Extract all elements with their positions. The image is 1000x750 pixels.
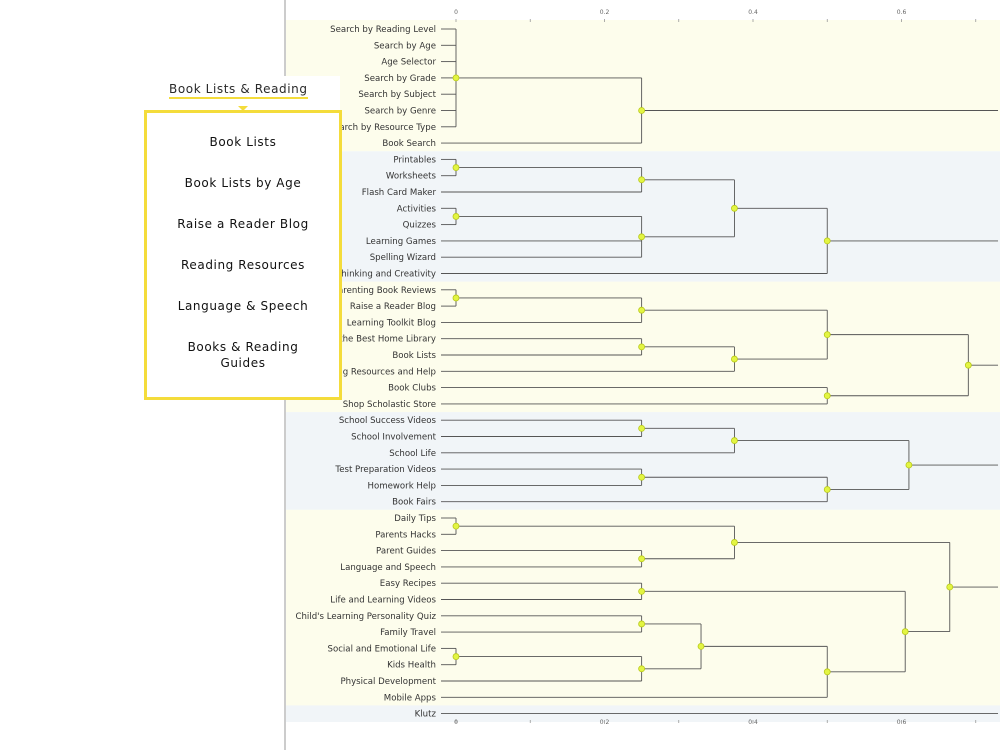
merge-node[interactable] <box>452 522 460 530</box>
leaf-label: Shop Scholastic Store <box>343 400 436 410</box>
x-tick-label-bottom: 0.2 <box>600 719 610 726</box>
leaf-label: Book Lists <box>392 351 436 361</box>
merge-node[interactable] <box>638 587 646 595</box>
x-tick-label-top: 0 <box>454 9 458 16</box>
leaf-label: School Involvement <box>351 433 436 443</box>
merge-node[interactable] <box>638 343 646 351</box>
leaf-label: School Life <box>389 449 436 459</box>
leaf-label: School Success Videos <box>339 416 437 426</box>
leaf-label: Parents Hacks <box>375 530 436 540</box>
leaf-labels: Search by Reading Level Search by Age Age … <box>295 25 436 720</box>
menu-item-book-lists[interactable]: Book Lists <box>209 135 277 149</box>
leaf-label: Book Fairs <box>392 498 436 508</box>
leaf-label: Activities <box>397 204 437 214</box>
merge-node[interactable] <box>823 668 831 676</box>
leaf-label: Klutz <box>415 710 437 720</box>
dendrogram-links <box>441 28 999 715</box>
merge-node[interactable] <box>905 461 913 469</box>
merge-node[interactable] <box>823 331 831 339</box>
nav-dropdown-menu: Book Lists Book Lists by Age Raise a Rea… <box>144 110 342 400</box>
menu-item-books-reading-guides[interactable]: Books & Reading Guides <box>187 340 299 370</box>
merge-node[interactable] <box>638 233 646 241</box>
menu-item-book-lists-by-age[interactable]: Book Lists by Age <box>184 176 302 190</box>
menu-item-raise-a-reader-blog[interactable]: Raise a Reader Blog <box>177 217 309 231</box>
merge-node[interactable] <box>638 555 646 563</box>
leaf-label: Reading Resources and Help <box>313 367 436 377</box>
merge-node[interactable] <box>731 437 738 444</box>
merge-node[interactable] <box>964 361 972 369</box>
leaf-label: Worksheets <box>386 172 437 182</box>
x-tick-label-bottom: 0.4 <box>748 719 758 726</box>
leaf-label: Age Selector <box>381 58 436 68</box>
leaf-label: Mobile Apps <box>384 693 437 703</box>
leaf-label: Life and Learning Videos <box>330 596 436 606</box>
nav-tab-book-lists-reading[interactable]: Book Lists & Reading <box>160 76 340 111</box>
x-tick-label-bottom: 0.6 <box>897 719 907 726</box>
leaf-label: Search by Reading Level <box>330 25 436 35</box>
leaf-label: Quizzes <box>403 221 437 231</box>
dendrogram-nodes <box>452 74 972 676</box>
leaf-label: Parent Guides <box>376 547 436 557</box>
leaf-label: Child's Learning Personality Quiz <box>295 612 436 622</box>
merge-node[interactable] <box>731 204 738 212</box>
merge-node[interactable] <box>638 473 646 481</box>
leaf-label: Book Search <box>382 139 436 149</box>
cluster-band <box>286 151 1000 282</box>
merge-node[interactable] <box>731 539 738 546</box>
cluster-band <box>286 20 1000 152</box>
merge-node[interactable] <box>638 107 646 114</box>
x-tick-label-bottom: 0 <box>454 719 458 726</box>
merge-node[interactable] <box>638 306 646 314</box>
merge-node[interactable] <box>731 355 738 363</box>
leaf-label: Flash Card Maker <box>362 188 437 198</box>
leaf-label: Search by Age <box>374 41 436 51</box>
leaf-label: Easy Recipes <box>380 579 437 589</box>
merge-node[interactable] <box>452 653 460 660</box>
leaf-label: Family Travel <box>380 628 436 638</box>
leaf-label: Language and Speech <box>340 563 436 573</box>
leaf-label: Printables <box>393 155 436 165</box>
leaf-label: Search by Genre <box>364 107 436 117</box>
merge-node[interactable] <box>452 164 460 171</box>
leaf-label: Thinking and Creativity <box>335 270 436 280</box>
leaf-label: Spelling Wizard <box>370 253 436 263</box>
x-tick-label-top: 0.6 <box>897 9 907 16</box>
x-tick-label-top: 0.2 <box>600 9 610 16</box>
merge-node[interactable] <box>823 237 831 245</box>
leaf-label: Physical Development <box>340 677 436 687</box>
menu-item-reading-resources[interactable]: Reading Resources <box>180 258 305 272</box>
merge-node[interactable] <box>452 294 460 302</box>
leaf-label: Homework Help <box>368 481 437 491</box>
merge-node[interactable] <box>638 620 646 628</box>
merge-node[interactable] <box>823 486 831 493</box>
merge-node[interactable] <box>697 642 705 650</box>
leaf-label: Search by Subject <box>358 90 436 100</box>
merge-node[interactable] <box>901 628 909 635</box>
leaf-label: Build the Best Home Library <box>315 335 436 345</box>
leaf-label: Book Clubs <box>388 384 436 394</box>
leaf-label: Learning Games <box>366 237 437 247</box>
merge-node[interactable] <box>638 665 646 673</box>
leaf-label: Search by Resource Type <box>329 123 436 133</box>
leaf-label: Parenting Book Reviews <box>333 286 436 296</box>
merge-node[interactable] <box>638 176 646 184</box>
leaf-label: Learning Toolkit Blog <box>347 318 436 328</box>
merge-node[interactable] <box>452 213 460 220</box>
merge-node[interactable] <box>823 392 831 400</box>
leaf-label: Search by Grade <box>364 74 436 84</box>
leaf-label: Daily Tips <box>394 514 436 524</box>
x-tick-label-top: 0.4 <box>748 9 758 16</box>
leaf-label: Test Preparation Videos <box>334 465 436 475</box>
merge-node[interactable] <box>946 583 954 591</box>
leaf-label: Kids Health <box>387 661 436 671</box>
caret-down-icon <box>238 106 248 111</box>
nav-tab-label: Book Lists & Reading <box>169 82 308 99</box>
leaf-label: Social and Emotional Life <box>327 644 436 654</box>
merge-node[interactable] <box>638 424 646 432</box>
leaf-label: Raise a Reader Blog <box>350 302 436 312</box>
merge-node[interactable] <box>452 74 460 82</box>
x-axis: 0 0.2 0.4 0.6 0 0.2 0.4 0.6 <box>454 9 977 726</box>
menu-item-language-speech[interactable]: Language & Speech <box>177 299 309 313</box>
